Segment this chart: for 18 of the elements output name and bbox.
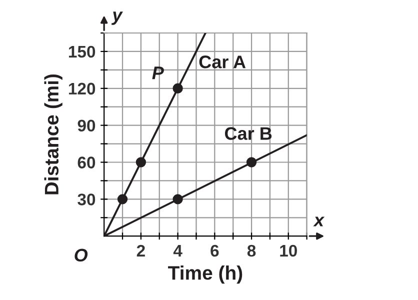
y-tick-label: 120 xyxy=(68,82,96,95)
x-tick-label: 10 xyxy=(280,244,297,257)
x-axis-title: Time (h) xyxy=(168,266,242,284)
text: y xyxy=(111,12,123,25)
y-tick-label: 90 xyxy=(78,120,96,132)
series-label: Car B xyxy=(224,127,272,140)
y-axis-title: Distance (mi) xyxy=(44,74,62,194)
x-tick-label: 6 xyxy=(210,244,219,257)
x-tick-label: 8 xyxy=(247,244,256,257)
text: x xyxy=(313,216,325,226)
y-tick-label: 150 xyxy=(68,46,96,58)
x-tick-label: 2 xyxy=(136,244,145,257)
annotation: P xyxy=(152,66,164,80)
text: O xyxy=(74,248,88,262)
series-label: Car A xyxy=(199,56,246,68)
x-tick-label: 4 xyxy=(173,245,182,257)
y-tick-label: 30 xyxy=(78,194,96,206)
y-tick-label: 60 xyxy=(78,156,96,168)
